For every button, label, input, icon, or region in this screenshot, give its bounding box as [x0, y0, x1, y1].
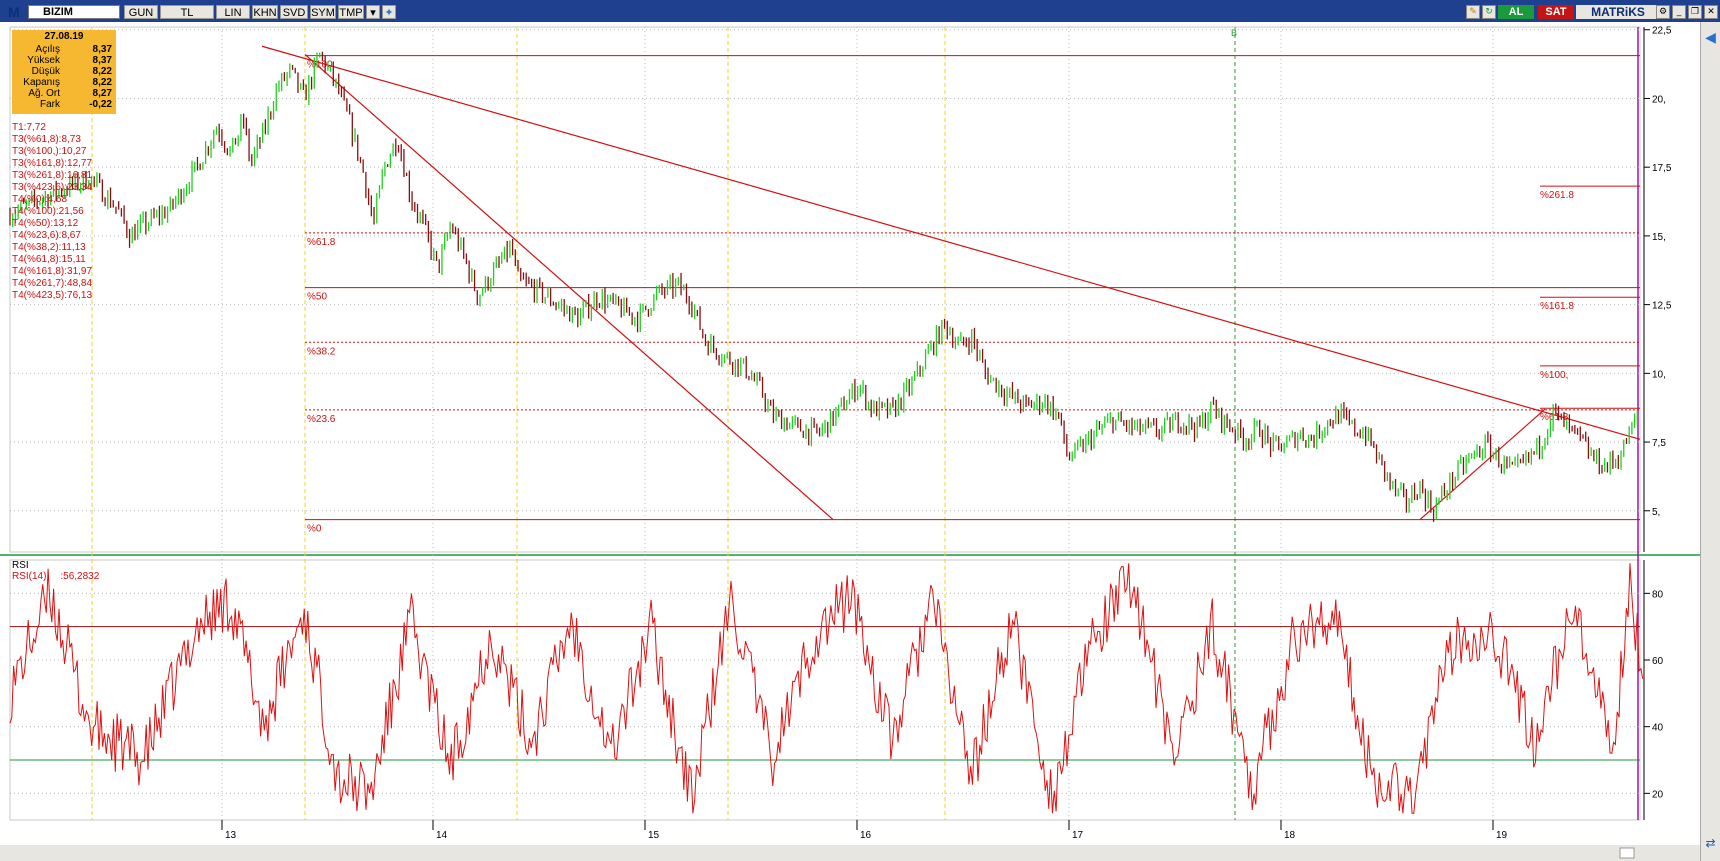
- x-tick-label: 19: [1496, 830, 1508, 841]
- fib-level-label: %50: [307, 292, 327, 303]
- currency-button[interactable]: TL: [160, 5, 214, 19]
- chart-background: [0, 22, 1700, 861]
- y-tick-label: 5,: [1652, 507, 1660, 518]
- period-button[interactable]: GUN: [124, 5, 158, 19]
- target-list: T1:7,72 T3(%61,8):8,73 T3(%100,):10,27 T3(%…: [12, 122, 92, 302]
- refresh-icon[interactable]: ↻: [1482, 5, 1496, 19]
- fib-level-label: %100: [307, 60, 333, 71]
- rsi-tick-label: 20: [1652, 789, 1664, 800]
- trend-line-long: [261, 45, 1641, 440]
- y-tick-label: 7,5: [1652, 438, 1666, 449]
- template-button[interactable]: TMP: [338, 5, 364, 19]
- info-date: 27.08.19: [44, 31, 84, 42]
- projection-level-label: %61.8: [1540, 412, 1569, 423]
- projection-level-label: %261.8: [1540, 190, 1574, 201]
- rsi-panel-title: RSI: [12, 560, 29, 571]
- fib-level-label: %23.6: [307, 414, 336, 425]
- x-tick-label: 17: [1072, 830, 1084, 841]
- y-tick-label: 20,: [1652, 94, 1666, 105]
- target-item: T4(%161,8):31,97: [12, 266, 93, 277]
- x-tick-label: 18: [1284, 830, 1296, 841]
- y-tick-label: 22,5: [1652, 26, 1672, 37]
- pencil-icon[interactable]: ✎: [1466, 5, 1480, 19]
- info-row-change: Fark -0,22: [40, 99, 112, 110]
- price-panel: [9, 26, 1641, 553]
- target-item: T4(%50):13,12: [12, 218, 79, 229]
- close-icon[interactable]: ✕: [1704, 5, 1718, 19]
- trend-line-up: [1419, 408, 1546, 521]
- projection-level-label: %100,: [1540, 370, 1568, 381]
- x-tick-label: 16: [860, 830, 872, 841]
- target-item: T4(%261,7):48,84: [12, 278, 93, 289]
- projection-level-label: %161.8: [1540, 301, 1574, 312]
- trend-line-steep: [304, 54, 834, 521]
- chart-area[interactable]: B %100 %61.8 %50 %38.2 %23.6 %0 %261.8 %161.8 %1…: [0, 22, 1700, 861]
- info-row-low: Düşük 8,22: [31, 66, 112, 77]
- sync-icon[interactable]: ⇄: [1705, 836, 1716, 850]
- y-tick-label: 15,: [1652, 232, 1666, 243]
- marker-label: B: [1231, 28, 1237, 38]
- target-item: T1:7,72: [12, 122, 46, 133]
- symbol-button[interactable]: SYM: [310, 5, 336, 19]
- fib-level-label: %0: [307, 524, 322, 535]
- rsi-tick-label: 80: [1652, 589, 1664, 600]
- volume-button[interactable]: SVD: [280, 5, 308, 19]
- y-tick-label: 12,5: [1652, 301, 1672, 312]
- rsi-line: [9, 563, 1644, 814]
- rsi-tick-label: 60: [1652, 656, 1664, 667]
- candle-button[interactable]: KHN: [252, 5, 278, 19]
- target-item: T4(%100):21,56: [12, 206, 84, 217]
- target-item: T4(%423,5):76,13: [12, 290, 93, 301]
- x-tick-label: 15: [648, 830, 660, 841]
- chevron-down-icon[interactable]: ▾: [366, 5, 380, 19]
- rsi-panel: [9, 559, 1641, 821]
- target-item: T4(%0):4,68: [12, 194, 68, 205]
- target-item: T3(%161,8):12,77: [12, 158, 93, 169]
- app-logo: M: [8, 4, 20, 20]
- symbol-input[interactable]: BIZIM: [28, 5, 120, 19]
- restore-icon[interactable]: ❐: [1688, 5, 1702, 19]
- info-row-open: Açılış 8,37: [35, 44, 112, 55]
- minimize-icon[interactable]: _: [1672, 5, 1686, 19]
- rsi-value-readout: RSI(14) :56,2832: [12, 571, 100, 582]
- target-item: T3(%261,8):16,81: [12, 170, 93, 181]
- sell-button[interactable]: SAT: [1538, 5, 1574, 19]
- target-item: T4(%61,8):15,11: [12, 254, 86, 265]
- buy-button[interactable]: AL: [1498, 5, 1534, 19]
- info-row-avg: Ağ. Ort 8,27: [28, 88, 112, 99]
- x-tick-label: 14: [436, 830, 448, 841]
- arrow-left-icon[interactable]: ◀: [1705, 30, 1716, 46]
- info-row-close: Kapanış 8,22: [23, 77, 112, 88]
- fib-level-label: %61.8: [307, 237, 336, 248]
- target-item: T4(%38,2):11,13: [12, 242, 86, 253]
- scroll-thumb: [1619, 847, 1635, 859]
- info-row-high: Yüksek 8,37: [27, 55, 112, 66]
- y-tick-label: 10,: [1652, 369, 1666, 380]
- chart-toolbar: M BIZIM GUN TL LIN KHN SVD SYM TMP ▾ ✦ ✎…: [0, 0, 1720, 22]
- settings-icon[interactable]: ⚙: [1656, 5, 1670, 19]
- target-item: T4(%23,6):8,67: [12, 230, 81, 241]
- side-panel: ◀ ⇄: [1700, 22, 1720, 861]
- scroll-strip: [0, 845, 1700, 861]
- target-item: T3(%100,):10,27: [12, 146, 87, 157]
- x-tick-label: 13: [225, 830, 237, 841]
- fib-level-label: %38.2: [307, 346, 336, 357]
- y-tick-label: 17,5: [1652, 163, 1672, 174]
- target-item: T3(%423,6):23,34: [12, 182, 93, 193]
- brand-name: MATRiKS: [1576, 5, 1660, 19]
- ohlc-info-box: 27.08.19 Açılış 8,37 Yüksek 8,37 Düşük 8,22…: [12, 30, 116, 114]
- scale-button[interactable]: LIN: [216, 5, 250, 19]
- twitter-icon[interactable]: ✦: [382, 5, 396, 19]
- rsi-tick-label: 40: [1652, 723, 1664, 734]
- target-item: T3(%61,8):8,73: [12, 134, 81, 145]
